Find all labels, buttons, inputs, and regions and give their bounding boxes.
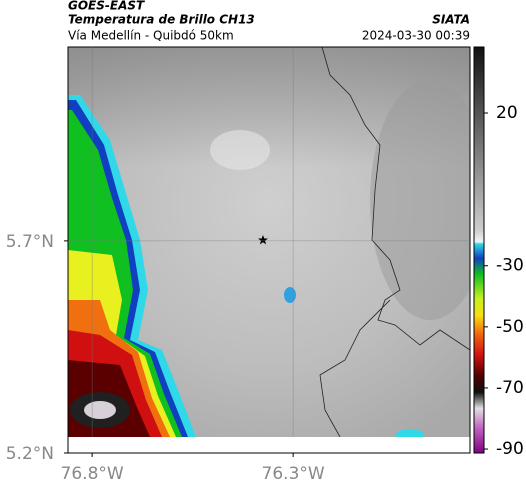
datetime: 2024-03-30 00:39 [362,29,470,43]
y-tick-label: 5.2°N [6,444,54,464]
source: GOES-EAST [68,0,145,13]
title: Temperatura de Brillo CH13 [68,13,255,27]
map-frame [67,46,471,454]
satellite-image [68,47,470,437]
agency: SIATA [432,13,470,27]
colorbar-tick-label: -50 [496,317,524,337]
colorbar-tick-label: -90 [496,439,524,459]
y-tick-label: 5.7°N [6,232,54,252]
subtitle: Vía Medellín - Quibdó 50km [68,29,234,43]
x-tick-label: 76.3°W [262,464,325,484]
location-marker [258,235,268,245]
colorbar-tick-label: -30 [496,256,524,276]
colorbar-tick-label: -70 [496,378,524,398]
colorbar [473,46,485,454]
x-tick-label: 76.8°W [61,464,124,484]
colorbar-tick-label: 20 [496,103,518,123]
map-margin [68,437,470,453]
